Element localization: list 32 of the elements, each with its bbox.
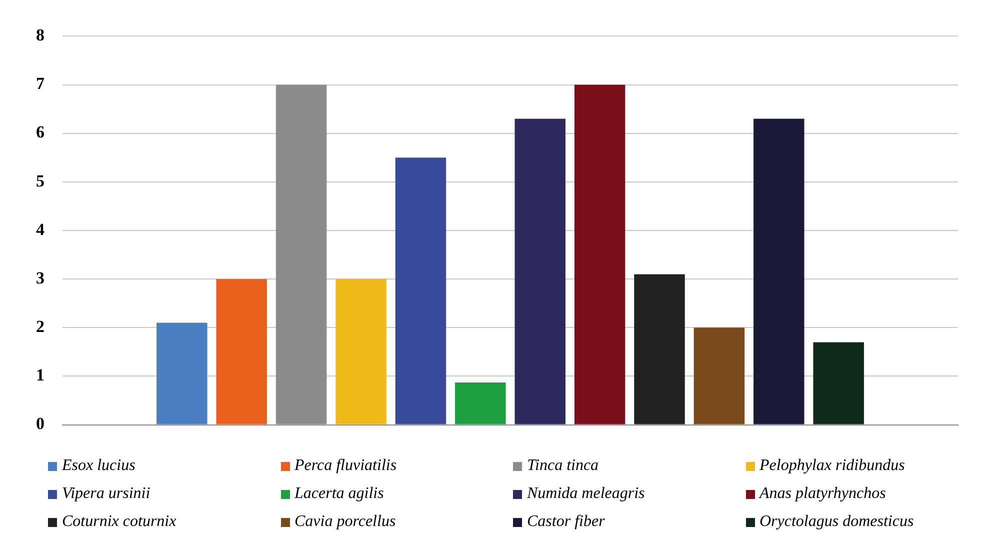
bar [395, 158, 446, 424]
legend-label: Coturnix coturnix [62, 513, 176, 531]
legend-label: Perca fluviatilis [294, 457, 397, 475]
bar [455, 382, 506, 424]
legend-label: Esox lucius [62, 457, 136, 475]
y-tick-label: 6 [36, 122, 44, 142]
legend-label: Castor fiber [527, 513, 605, 531]
legend-label: Anas platyrhynchos [760, 485, 886, 503]
bar [514, 118, 566, 424]
legend-label: Pelophylax ridibundus [760, 457, 905, 475]
y-tick-label: 8 [36, 26, 44, 45]
legend-label: Cavia porcellus [294, 513, 396, 531]
legend-label: Vipera ursinii [62, 485, 150, 503]
bar [156, 322, 208, 424]
bar [336, 279, 386, 424]
y-tick-label: 0 [36, 414, 44, 434]
bar [694, 328, 745, 424]
y-tick-label: 4 [36, 220, 45, 239]
y-tick-label: 5 [36, 171, 44, 190]
y-tick-label: 2 [36, 317, 44, 336]
bar [634, 274, 685, 424]
legend-label: Numida meleagris [527, 485, 645, 503]
bar [813, 342, 864, 424]
bar [574, 84, 626, 424]
y-tick-label: 1 [36, 366, 44, 385]
bar [754, 118, 804, 424]
bar [216, 279, 267, 424]
legend-label: Oryctolagus domesticus [760, 513, 914, 531]
legend-label: Tinca tinca [527, 457, 599, 475]
y-tick-label: 3 [36, 268, 44, 288]
y-tick-label: 7 [36, 74, 45, 94]
legend-label: Lacerta agilis [294, 485, 384, 503]
